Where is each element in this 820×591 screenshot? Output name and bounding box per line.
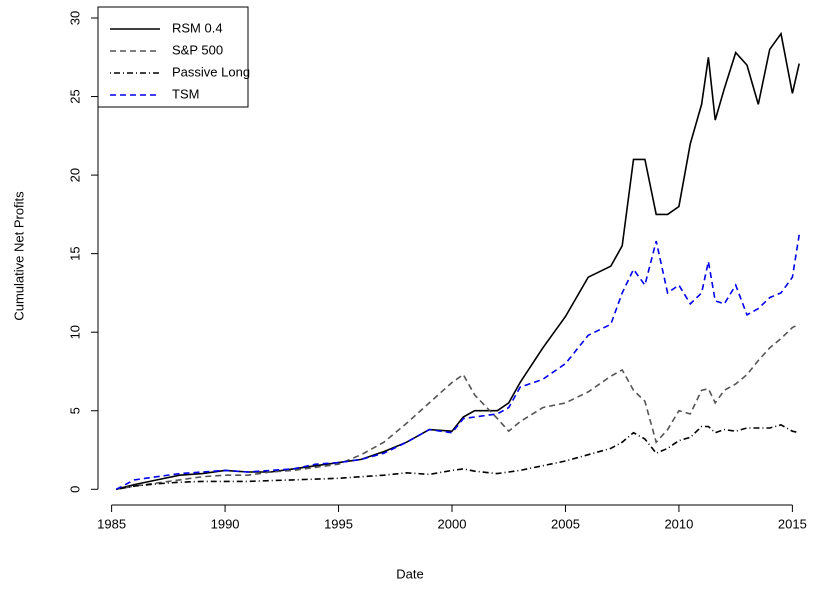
y-tick-label: 25 [67, 89, 82, 103]
series-line [115, 234, 800, 491]
x-tick-label: 1985 [97, 516, 126, 531]
legend-label: RSM 0.4 [172, 20, 223, 35]
y-axis-label: Cumulative Net Profits [11, 191, 26, 321]
y-tick-label: 15 [67, 246, 82, 260]
x-tick-label: 2010 [664, 516, 693, 531]
series-line [116, 424, 800, 491]
legend-label: TSM [172, 86, 199, 101]
y-tick-label: 20 [67, 168, 82, 182]
x-tick-label: 1995 [324, 516, 353, 531]
x-tick-label: 1990 [211, 516, 240, 531]
x-axis-label: Date [396, 566, 423, 581]
legend-label: S&P 500 [172, 42, 223, 57]
x-tick-label: 2005 [551, 516, 580, 531]
y-tick-label: 0 [67, 486, 82, 493]
legend-label: Passive Long [172, 64, 250, 79]
series-line [116, 323, 800, 491]
x-tick-label: 2015 [778, 516, 807, 531]
x-tick-label: 2000 [438, 516, 467, 531]
y-tick-label: 10 [67, 325, 82, 339]
y-tick-label: 30 [67, 11, 82, 25]
legend-box [97, 6, 249, 108]
y-tick-label: 5 [67, 407, 82, 414]
